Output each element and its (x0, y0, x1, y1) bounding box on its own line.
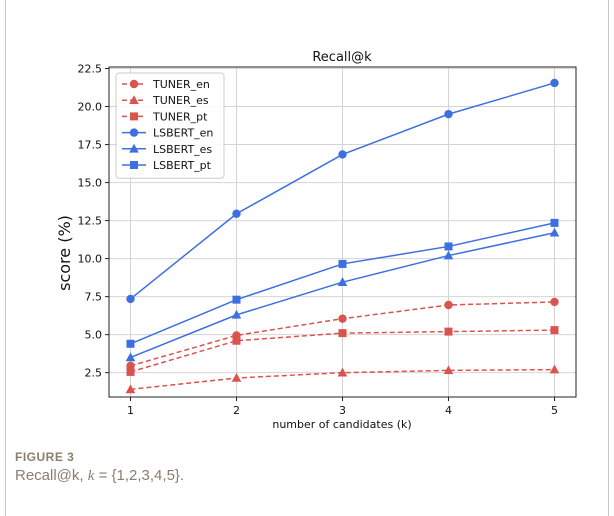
data-point (549, 227, 560, 237)
data-point (232, 295, 241, 304)
caption-suffix: = {1,2,3,4,5}. (94, 467, 185, 484)
data-point (338, 150, 347, 159)
legend-label: LSBERT_en (153, 127, 213, 140)
legend-label: TUNER_es (152, 94, 209, 107)
data-point (550, 218, 559, 227)
data-point (444, 242, 453, 251)
grid-lines (109, 67, 576, 397)
legend-marker (130, 161, 138, 169)
data-point (444, 109, 453, 119)
figure-label: FIGURE 3 (15, 450, 75, 464)
data-point (126, 339, 135, 348)
figure-caption: FIGURE 3 Recall@k, k = {1,2,3,4,5}. (15, 450, 184, 485)
legend: TUNER_en TUNER_es TUNER_pt LSBERT_en LSBERT_… (115, 72, 225, 179)
y-tick-label: 2.5 (85, 367, 103, 380)
legend-label: TUNER_en (152, 78, 210, 91)
data-point (443, 365, 454, 375)
figure-frame (5, 0, 609, 516)
data-point (337, 277, 348, 286)
data-point (337, 367, 348, 377)
chart-title: Recall@k (312, 50, 372, 65)
y-tick-label: 15.0 (78, 177, 103, 190)
y-axis-label: score (%) (55, 215, 74, 291)
data-point (126, 367, 135, 376)
caption-prefix: Recall@k, (15, 467, 88, 484)
legend-item: TUNER_pt (122, 110, 208, 123)
data-point (231, 309, 242, 319)
data-point (232, 336, 241, 345)
axis-ticks: 2.5 5.0 7.5 10.0 12.5 15.0 17.5 20.0 22.5 1 2 3 4 5 (78, 63, 559, 417)
series-layer (125, 78, 560, 394)
data-point (126, 294, 135, 304)
data-point (549, 364, 560, 374)
y-tick-label: 7.5 (85, 291, 103, 304)
data-point (550, 326, 559, 335)
x-tick-label: 5 (551, 404, 558, 417)
data-point (443, 250, 454, 260)
y-tick-label: 10.0 (78, 253, 103, 266)
y-tick-label: 5.0 (85, 329, 103, 342)
x-axis-label: number of candidates (k) (272, 418, 411, 431)
legend-item: LSBERT_pt (122, 159, 212, 172)
series-tuner-pt (126, 326, 559, 376)
legend-label: TUNER_pt (152, 110, 208, 123)
legend-label: LSBERT_pt (153, 159, 212, 172)
series-lsbert-es (125, 227, 560, 362)
data-point (550, 297, 559, 307)
y-tick-label: 22.5 (78, 63, 103, 76)
data-point (338, 314, 347, 323)
legend-marker (129, 128, 139, 137)
legend-marker (129, 79, 139, 89)
legend-item: TUNER_en (122, 78, 210, 91)
caption-variable: k (87, 468, 95, 484)
recall-line-chart: Recall@k score (%) number of candidates … (55, 50, 577, 431)
data-point (125, 384, 136, 394)
x-tick-label: 4 (445, 404, 452, 417)
legend-box (115, 72, 225, 179)
y-tick-label: 12.5 (78, 215, 103, 228)
y-tick-label: 17.5 (78, 139, 103, 152)
legend-marker (130, 112, 138, 121)
data-point (444, 327, 453, 336)
legend-item: LSBERT_es (122, 143, 212, 156)
legend-label: LSBERT_es (153, 143, 212, 156)
x-tick-label: 3 (339, 404, 346, 417)
x-tick-label: 2 (233, 404, 240, 417)
x-tick-label: 1 (127, 404, 134, 417)
legend-marker (129, 143, 139, 153)
data-point (125, 352, 136, 362)
series-lsbert-en (126, 78, 559, 304)
data-point (232, 209, 241, 218)
legend-marker (129, 95, 139, 104)
data-point (338, 329, 347, 338)
legend-item: TUNER_es (122, 94, 209, 107)
data-point (338, 259, 347, 268)
data-point (444, 300, 453, 310)
data-point (231, 372, 242, 382)
legend-item: LSBERT_en (122, 127, 213, 140)
series-lsbert-pt (126, 218, 559, 348)
data-point (550, 78, 559, 88)
figure-caption-text: Recall@k, k = {1,2,3,4,5}. (15, 467, 184, 485)
series-tuner-es (125, 364, 560, 394)
y-tick-label: 20.0 (78, 101, 103, 114)
